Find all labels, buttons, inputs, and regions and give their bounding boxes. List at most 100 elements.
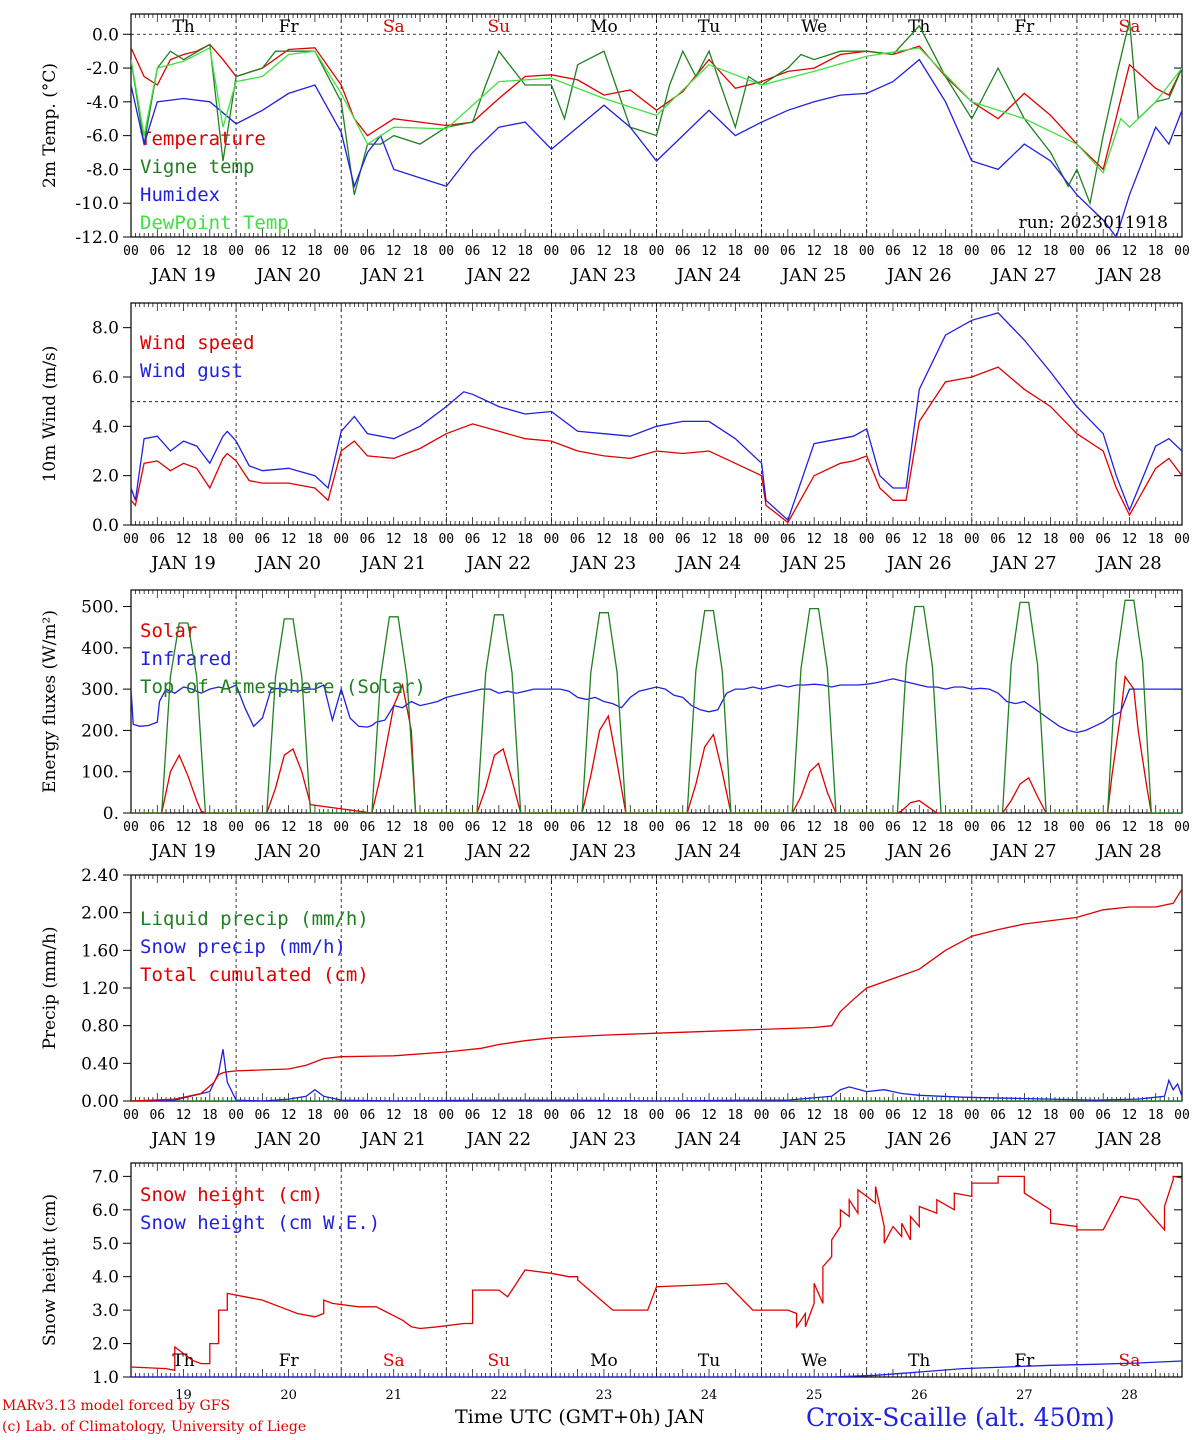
weekday-label: Th [172, 17, 194, 37]
hour-tick-label: 12 [1017, 532, 1033, 547]
day-number-label: 27 [1016, 1388, 1033, 1403]
day-number-label: 24 [701, 1388, 718, 1403]
hour-tick-label: 12 [1122, 1108, 1138, 1123]
y-axis-title: Energy fluxes (W/m²) [40, 610, 60, 793]
hour-tick-label: 06 [990, 1108, 1006, 1123]
hour-tick-label: 00 [1174, 244, 1190, 259]
station-name: Croix-Scaille (alt. 450m) [806, 1403, 1115, 1432]
hour-tick-label: 12 [806, 820, 822, 835]
hour-tick-label: 00 [649, 532, 665, 547]
weekday-label: Tu [698, 17, 720, 37]
hour-tick-label: 12 [1122, 244, 1138, 259]
hour-tick-label: 18 [833, 244, 849, 259]
hour-tick-label: 06 [990, 532, 1006, 547]
day-label: JAN 25 [780, 841, 847, 862]
hour-tick-label: 18 [307, 244, 323, 259]
hour-tick-label: 18 [1148, 532, 1164, 547]
model-credit: MARv3.13 model forced by GFS [2, 1398, 231, 1414]
y-tick-label: 3.0 [92, 1301, 119, 1321]
hour-tick-label: 06 [465, 532, 481, 547]
hour-tick-label: 00 [859, 244, 875, 259]
hour-tick-label: 00 [964, 532, 980, 547]
series-line-wind-0 [131, 366, 1182, 524]
hour-tick-label: 18 [517, 532, 533, 547]
weekday-label: We [801, 1351, 827, 1371]
hour-tick-label: 06 [570, 532, 586, 547]
hour-tick-label: 18 [727, 1108, 743, 1123]
hour-tick-label: 00 [754, 244, 770, 259]
weekday-label: Fr [1014, 17, 1035, 37]
hour-tick-label: 12 [701, 1108, 717, 1123]
hour-tick-label: 00 [649, 820, 665, 835]
y-tick-label: 2.0 [92, 1335, 119, 1355]
hour-tick-label: 12 [911, 244, 927, 259]
hour-tick-label: 06 [149, 1108, 165, 1123]
day-number-label: 22 [491, 1388, 508, 1403]
y-tick-label: -10.0 [75, 194, 119, 214]
y-tick-label: -2.0 [86, 59, 119, 79]
hour-tick-label: 06 [675, 532, 691, 547]
hour-tick-label: 00 [859, 820, 875, 835]
y-tick-label: 500. [81, 598, 119, 618]
hour-tick-label: 00 [754, 532, 770, 547]
panel-energy: 0. 100. 200. 300. 400. 500. Energy fluxes (W/m… [40, 589, 1190, 862]
series-line-energy-2 [131, 599, 1182, 813]
hour-tick-label: 18 [1148, 244, 1164, 259]
hour-tick-label: 06 [990, 820, 1006, 835]
weekday-label: Sa [1119, 1351, 1141, 1371]
day-label: JAN 27 [990, 841, 1057, 862]
y-axis-title: Precip (mm/h) [40, 926, 60, 1049]
hour-tick-label: 06 [1095, 820, 1111, 835]
y-tick-label: 4.0 [92, 1268, 119, 1288]
hour-tick-label: 06 [675, 820, 691, 835]
y-tick-label: 2.0 [92, 467, 119, 487]
day-label: JAN 22 [465, 1129, 532, 1150]
y-tick-label: 300. [81, 680, 119, 700]
hour-tick-label: 18 [833, 532, 849, 547]
hour-tick-label: 00 [228, 1108, 244, 1123]
hour-tick-label: 06 [255, 532, 271, 547]
y-tick-label: 0.0 [92, 516, 119, 536]
hour-tick-label: 12 [281, 244, 297, 259]
day-label: JAN 25 [780, 1129, 847, 1150]
day-label: JAN 19 [149, 841, 216, 862]
y-axis-title: 10m Wind (m/s) [40, 346, 60, 483]
hour-tick-label: 00 [964, 1108, 980, 1123]
hour-tick-label: 18 [1148, 820, 1164, 835]
legend-entry: Snow precip (mm/h) [140, 936, 346, 958]
y-tick-label: 7.0 [92, 1167, 119, 1187]
hour-tick-label: 12 [176, 532, 192, 547]
weekday-label: Su [488, 17, 511, 37]
day-number-label: 23 [596, 1388, 613, 1403]
hour-tick-label: 12 [176, 820, 192, 835]
hour-tick-label: 06 [570, 244, 586, 259]
day-label: JAN 21 [359, 265, 426, 286]
day-label: JAN 22 [465, 841, 532, 862]
hour-tick-label: 18 [412, 532, 428, 547]
y-tick-label: 400. [81, 639, 119, 659]
weekday-label: Tu [698, 1351, 720, 1371]
day-label: JAN 22 [465, 265, 532, 286]
y-tick-label: 0.00 [81, 1092, 119, 1112]
day-label: JAN 23 [570, 265, 637, 286]
day-number-label: 19 [175, 1388, 192, 1403]
legend-entry: Solar [140, 620, 197, 642]
hour-tick-label: 06 [360, 820, 376, 835]
y-tick-label: 200. [81, 721, 119, 741]
y-tick-label: 1.60 [81, 941, 119, 961]
hour-tick-label: 06 [1095, 1108, 1111, 1123]
hour-tick-label: 18 [1043, 1108, 1059, 1123]
legend-entry: Snow height (cm) [140, 1184, 323, 1206]
hour-tick-label: 00 [544, 532, 560, 547]
hour-tick-label: 12 [491, 1108, 507, 1123]
y-tick-label: 5.0 [92, 1234, 119, 1254]
day-label: JAN 20 [254, 1129, 321, 1150]
day-label: JAN 27 [990, 553, 1057, 574]
hour-tick-label: 12 [491, 244, 507, 259]
day-number-label: 20 [280, 1388, 297, 1403]
hour-tick-label: 12 [806, 244, 822, 259]
hour-tick-label: 06 [780, 820, 796, 835]
hour-tick-label: 18 [307, 820, 323, 835]
hour-tick-label: 00 [438, 244, 454, 259]
